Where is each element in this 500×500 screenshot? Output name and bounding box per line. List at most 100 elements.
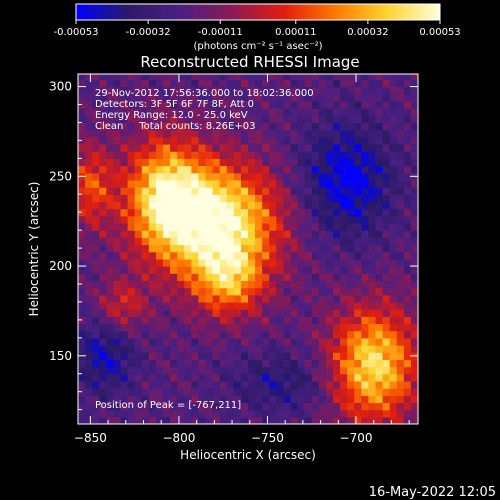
heatmap-cell — [389, 366, 398, 375]
heatmap-cell — [255, 237, 263, 246]
heatmap-cell — [311, 100, 320, 109]
heatmap-cell — [92, 194, 100, 203]
heatmap-cell — [340, 222, 348, 231]
heatmap-cell — [325, 244, 334, 253]
heatmap-cell — [134, 172, 143, 181]
heatmap-cell — [283, 122, 292, 131]
heatmap-cell — [148, 79, 157, 88]
heatmap-cell — [226, 273, 235, 282]
heatmap-cell — [361, 165, 370, 174]
heatmap-cell — [191, 158, 200, 167]
heatmap-cell — [113, 129, 122, 138]
heatmap-cell — [311, 215, 320, 224]
heatmap-cell — [198, 201, 207, 210]
heatmap-cell — [347, 409, 355, 418]
heatmap-cell — [205, 194, 214, 203]
heatmap-cell — [134, 380, 143, 389]
heatmap-cell — [368, 74, 377, 80]
clean-counts-label: Clean Total counts: 8.26E+03 — [95, 121, 255, 132]
heatmap-cell — [78, 409, 86, 418]
heatmap-cell — [92, 309, 100, 317]
heatmap-cell — [233, 215, 242, 224]
heatmap-cell — [120, 373, 129, 382]
heatmap-cell — [99, 215, 107, 224]
heatmap-cell — [78, 79, 86, 88]
heatmap-cell — [368, 187, 377, 195]
heatmap-cell — [92, 179, 100, 188]
heatmap-cell — [78, 215, 86, 224]
heatmap-cell — [403, 395, 412, 404]
heatmap-cell — [248, 187, 256, 195]
heatmap-cell — [120, 380, 129, 389]
heatmap-cell — [170, 309, 178, 317]
heatmap-cell — [347, 222, 355, 231]
heatmap-cell — [255, 115, 263, 124]
heatmap-cell — [248, 108, 256, 116]
heatmap-cell — [233, 273, 242, 282]
heatmap-cell — [113, 201, 122, 210]
heatmap-cell — [184, 352, 192, 360]
heatmap-cell — [333, 273, 341, 282]
heatmap-cell — [269, 144, 277, 152]
heatmap-cell — [297, 244, 306, 253]
heatmap-cell — [240, 151, 249, 159]
heatmap-cell — [311, 251, 320, 260]
heatmap-cell — [403, 273, 412, 282]
heatmap-cell — [120, 144, 129, 152]
heatmap-cell — [85, 244, 93, 253]
heatmap-cell — [163, 416, 171, 424]
heatmap-cell — [134, 287, 143, 296]
heatmap-cell — [106, 330, 115, 339]
heatmap-cell — [177, 165, 185, 174]
heatmap-cell — [262, 158, 270, 167]
heatmap-cell — [403, 244, 412, 253]
heatmap-cell — [184, 388, 192, 396]
heatmap-cell — [134, 222, 143, 231]
heatmap-cell — [304, 309, 313, 317]
heatmap-cell — [382, 179, 391, 188]
heatmap-cell — [340, 366, 348, 375]
heatmap-cell — [297, 366, 306, 375]
heatmap-cell — [396, 330, 405, 339]
heatmap-cell — [170, 316, 178, 325]
heatmap-cell — [134, 237, 143, 246]
heatmap-cell — [262, 108, 270, 116]
heatmap-cell — [283, 395, 292, 404]
heatmap-cell — [85, 287, 93, 296]
heatmap-cell — [184, 359, 192, 368]
heatmap-cell — [283, 316, 292, 325]
heatmap-cell — [92, 409, 100, 418]
heatmap-cell — [127, 74, 136, 80]
heatmap-cell — [191, 409, 200, 418]
heatmap-cell — [269, 165, 277, 174]
heatmap-cell — [318, 416, 327, 424]
heatmap-cell — [99, 237, 107, 246]
heatmap-cell — [212, 359, 221, 368]
heatmap-cell — [113, 345, 122, 353]
heatmap-cell — [354, 187, 362, 195]
heatmap-cell — [410, 280, 418, 289]
heatmap-cell — [226, 309, 235, 317]
heatmap-cell — [240, 244, 249, 253]
heatmap-cell — [290, 294, 299, 303]
heatmap-cell — [191, 273, 200, 282]
heatmap-cell — [127, 416, 136, 424]
heatmap-cell — [410, 158, 418, 167]
heatmap-cell — [148, 395, 157, 404]
heatmap-cell — [290, 416, 299, 424]
heatmap-cell — [297, 323, 306, 332]
heatmap-cell — [304, 179, 313, 188]
heatmap-cell — [269, 158, 277, 167]
heatmap-cell — [155, 230, 164, 238]
heatmap-cell — [396, 373, 405, 382]
heatmap-cell — [99, 144, 107, 152]
heatmap-cell — [403, 230, 412, 238]
heatmap-cell — [389, 201, 398, 210]
heatmap-cell — [368, 93, 377, 102]
heatmap-cell — [205, 366, 214, 375]
heatmap-cell — [389, 388, 398, 396]
heatmap-cell — [113, 144, 122, 152]
heatmap-cell — [403, 215, 412, 224]
heatmap-cell — [396, 122, 405, 131]
heatmap-cell — [410, 337, 418, 346]
